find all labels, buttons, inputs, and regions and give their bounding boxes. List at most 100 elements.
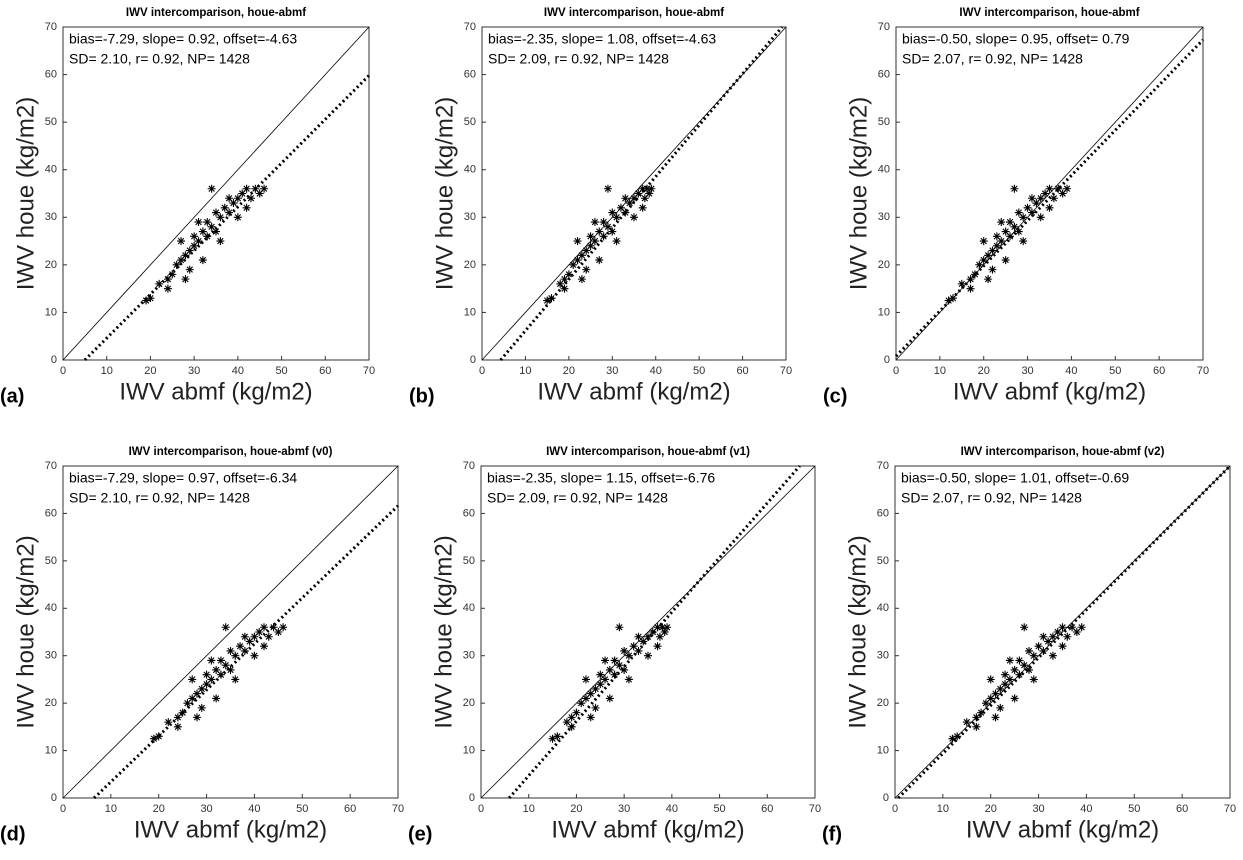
x-tick-label: 70 bbox=[1197, 365, 1209, 377]
fit-line bbox=[93, 504, 400, 800]
x-tick-label: 10 bbox=[105, 803, 117, 815]
x-tick-label: 20 bbox=[144, 365, 156, 377]
scatter-point bbox=[1032, 199, 1041, 208]
scatter-point bbox=[181, 251, 190, 260]
x-tick-label: 40 bbox=[1080, 803, 1092, 815]
scatter-point bbox=[212, 227, 220, 236]
y-tick-label: 0 bbox=[51, 354, 57, 366]
scatter-point bbox=[577, 275, 586, 284]
scatter-point bbox=[226, 665, 235, 674]
scatter-point bbox=[1045, 184, 1054, 193]
x-tick-label: 70 bbox=[363, 365, 375, 377]
y-tick-label: 20 bbox=[464, 259, 476, 271]
x-tick-label: 40 bbox=[666, 803, 678, 815]
fit-line bbox=[83, 74, 371, 362]
scatter-point bbox=[638, 203, 647, 212]
y-tick-label: 30 bbox=[878, 211, 890, 223]
scatter-point bbox=[590, 218, 599, 227]
scatter-point bbox=[573, 256, 582, 265]
scatter-point bbox=[647, 184, 656, 193]
y-tick-label: 60 bbox=[877, 507, 889, 519]
panel-label: (c) bbox=[823, 385, 847, 407]
scatter-point bbox=[992, 232, 1001, 241]
scatter-point bbox=[975, 260, 984, 269]
scatter-point bbox=[177, 237, 186, 246]
x-tick-label: 20 bbox=[985, 803, 997, 815]
scatter-point bbox=[240, 632, 249, 641]
y-tick-label: 20 bbox=[45, 259, 57, 271]
scatter-point bbox=[1006, 218, 1015, 227]
scatter-point bbox=[567, 713, 576, 722]
scatter-point bbox=[984, 275, 993, 284]
identity-line bbox=[480, 465, 816, 799]
scatter-point bbox=[207, 656, 216, 665]
scatter-point bbox=[216, 237, 225, 246]
scatter-point bbox=[1001, 227, 1010, 236]
scatter-point bbox=[216, 656, 225, 665]
y-tick-label: 60 bbox=[463, 507, 475, 519]
scatter-point bbox=[658, 623, 667, 632]
x-tick-label: 50 bbox=[296, 803, 308, 815]
scatter-point bbox=[601, 656, 610, 665]
scatter-point bbox=[177, 256, 186, 265]
scatter-point bbox=[1049, 194, 1058, 203]
scatter-point bbox=[1001, 256, 1010, 265]
scatter-point bbox=[198, 227, 207, 236]
scatter-point bbox=[1036, 213, 1045, 222]
scatter-point bbox=[644, 651, 652, 660]
scatter-point bbox=[610, 670, 619, 679]
x-tick-label: 0 bbox=[479, 365, 485, 377]
y-tick-label: 40 bbox=[877, 602, 889, 614]
scatter-point bbox=[573, 237, 582, 246]
annotation: SD= 2.07, r= 0.92, NP= 1428 bbox=[902, 51, 1083, 67]
y-tick-label: 30 bbox=[45, 211, 57, 223]
x-axis-label: IWV abmf (kg/m2) bbox=[966, 816, 1159, 843]
panel-label: (d) bbox=[0, 823, 26, 845]
scatter-point bbox=[202, 680, 211, 689]
scatter-point bbox=[586, 689, 595, 698]
scatter-point bbox=[154, 732, 163, 741]
x-axis-label: IWV abmf (kg/m2) bbox=[953, 378, 1146, 405]
scatter-point bbox=[1014, 208, 1023, 217]
scatter-point bbox=[997, 237, 1006, 246]
y-tick-label: 40 bbox=[463, 602, 475, 614]
scatter-point bbox=[603, 184, 612, 193]
scatter-point bbox=[660, 628, 669, 636]
scatter-point bbox=[577, 699, 586, 708]
x-tick-label: 70 bbox=[809, 803, 821, 815]
scatter-point bbox=[1014, 227, 1023, 236]
scatter-point bbox=[240, 646, 249, 655]
scatter-point bbox=[246, 194, 255, 203]
scatter-point bbox=[1044, 637, 1053, 646]
panel-label: (a) bbox=[0, 385, 24, 407]
scatter-point bbox=[560, 284, 569, 293]
scatter-point bbox=[198, 256, 207, 265]
scatter-point bbox=[972, 722, 981, 731]
scatter-point bbox=[212, 694, 221, 703]
scatter-point bbox=[188, 694, 197, 703]
scatter-point bbox=[560, 275, 569, 284]
scatter-point bbox=[612, 213, 621, 222]
x-tick-label: 20 bbox=[153, 803, 165, 815]
scatter-point bbox=[207, 184, 216, 193]
annotation: SD= 2.09, r= 0.92, NP= 1428 bbox=[487, 490, 668, 506]
scatter-point bbox=[146, 294, 155, 303]
scatter-point bbox=[625, 199, 634, 208]
scatter-point bbox=[1023, 203, 1032, 212]
y-tick-label: 10 bbox=[45, 744, 57, 756]
scatter-point bbox=[255, 628, 264, 636]
scatter-point bbox=[605, 694, 614, 703]
scatter-point bbox=[548, 734, 557, 743]
scatter-point bbox=[260, 184, 269, 193]
scatter-point bbox=[236, 642, 245, 651]
x-tick-label: 70 bbox=[1224, 803, 1236, 815]
scatter-point bbox=[197, 684, 206, 693]
scatter-point bbox=[979, 256, 988, 265]
scatter-point bbox=[663, 623, 672, 632]
y-tick-label: 50 bbox=[45, 555, 57, 567]
x-tick-label: 50 bbox=[275, 365, 287, 377]
scatter-point bbox=[1025, 646, 1033, 655]
x-axis-label: IWV abmf (kg/m2) bbox=[134, 816, 327, 843]
